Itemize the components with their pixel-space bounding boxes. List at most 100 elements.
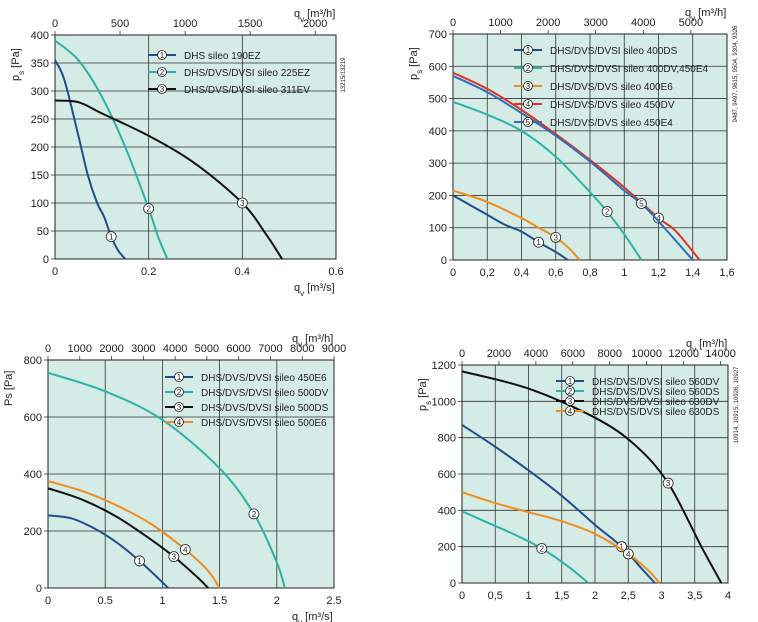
curve-marker-label: 1 xyxy=(137,557,142,566)
curve-marker-label: 4 xyxy=(656,214,661,223)
x-tick-label: 0.5 xyxy=(98,595,113,607)
y-tick-label: 1000 xyxy=(432,396,456,408)
y-tick-label: 400 xyxy=(429,126,447,138)
legend-marker xyxy=(174,372,184,382)
curve-marker-1 xyxy=(134,555,145,567)
legend-marker-label: 5 xyxy=(526,118,531,127)
top-tick-label: 2000 xyxy=(487,348,511,360)
curve-marker-label: 3 xyxy=(240,199,245,208)
top-axis-label: qv [m³/h] xyxy=(686,338,727,354)
top-tick-label: 6000 xyxy=(226,343,250,355)
legend-label: DHS/DVS/DVSI sileo 225EZ xyxy=(184,68,310,79)
y-tick-label: 200 xyxy=(438,542,456,554)
x-tick-label: 1,4 xyxy=(685,267,700,279)
legend-label: DHS/DVS/DVSI sileo 450E6 xyxy=(201,373,327,384)
top-tick-label: 7000 xyxy=(258,343,282,355)
y-tick-label: 600 xyxy=(438,469,456,481)
legend-marker-label: 4 xyxy=(568,407,573,416)
y-axis-label: ps [Pa] xyxy=(417,378,433,411)
top-tick-label: 1000 xyxy=(488,17,512,29)
legend-marker xyxy=(523,99,533,109)
top-tick-label: 1000 xyxy=(173,18,197,30)
top-tick-label: 9000 xyxy=(322,343,346,355)
curve-marker-label: 4 xyxy=(626,550,631,559)
curve-marker-label: 2 xyxy=(605,208,610,217)
legend-marker xyxy=(174,387,184,397)
curve-marker-4 xyxy=(622,548,634,560)
top-axis-label: qv [m³/h] xyxy=(685,7,726,23)
y-tick-label: 600 xyxy=(429,61,447,73)
y-axis-label: ps [Pa] xyxy=(408,47,424,80)
x-tick-label: 2 xyxy=(592,590,598,602)
curve-marker-3 xyxy=(662,477,674,489)
x-tick-label: 1,6 xyxy=(719,267,734,279)
top-tick-label: 4000 xyxy=(163,343,187,355)
curve-marker-2 xyxy=(601,206,613,217)
top-tick-label: 0 xyxy=(450,17,456,29)
x-tick-label: 2.5 xyxy=(326,595,341,607)
x-tick-label: 0 xyxy=(52,266,58,278)
x-tick-label: 0,5 xyxy=(488,590,503,602)
series-line-1 xyxy=(452,194,569,261)
top-tick-label: 8000 xyxy=(290,343,314,355)
top-axis-label: qv [m³/h] xyxy=(294,8,335,24)
y-tick-label: 0 xyxy=(36,583,42,595)
x-tick-label: 0 xyxy=(450,267,456,279)
legend-marker xyxy=(565,386,575,396)
legend-label: DHS/DVS/DVS sileo 450E4 xyxy=(550,118,673,129)
plot-frame xyxy=(452,33,728,261)
legend-label: DHS/DVS/DVS sileo 400E6 xyxy=(550,82,673,93)
y-axis-label: ps [Pa] xyxy=(10,48,26,81)
top-tick-label: 1000 xyxy=(68,343,92,355)
legend-marker-label: 3 xyxy=(160,85,165,94)
y-tick-label: 400 xyxy=(438,505,456,517)
y-tick-label: 1200 xyxy=(432,360,456,372)
top-tick-label: 2000 xyxy=(303,18,327,30)
x-tick-label: 2,5 xyxy=(621,590,636,602)
legend-marker-label: 2 xyxy=(160,68,165,77)
legend-marker-label: 1 xyxy=(568,377,573,386)
curve-marker-label: 2 xyxy=(540,544,545,553)
legend-label: DHS/DVS/DVSI sileo 500DV xyxy=(201,388,329,399)
curve-marker-label: 1 xyxy=(109,233,114,242)
curve-marker-label: 5 xyxy=(639,200,644,209)
curve-marker-4 xyxy=(653,212,664,224)
y-tick-label: 100 xyxy=(429,223,447,235)
curve-marker-3 xyxy=(550,231,562,243)
x-tick-label: 0.4 xyxy=(235,266,250,278)
legend-marker-label: 3 xyxy=(526,82,531,91)
x-tick-label: 2 xyxy=(274,595,280,607)
legend-marker-label: 4 xyxy=(177,418,182,427)
top-tick-label: 3000 xyxy=(131,343,155,355)
curve-marker-3 xyxy=(168,551,180,563)
curve-marker-4 xyxy=(179,544,191,555)
top-tick-label: 6000 xyxy=(561,348,585,360)
legend-marker xyxy=(174,417,184,427)
top-tick-label: 0 xyxy=(459,348,465,360)
top-tick-label: 5000 xyxy=(679,17,703,29)
y-tick-label: 300 xyxy=(31,86,49,98)
curve-marker-3 xyxy=(236,197,248,209)
y-tick-label: 400 xyxy=(31,30,49,42)
y-tick-label: 50 xyxy=(37,226,49,238)
legend-marker-label: 2 xyxy=(177,388,182,397)
series-line-4 xyxy=(461,491,661,584)
legend-marker-label: 4 xyxy=(526,100,531,109)
top-tick-label: 14000 xyxy=(705,348,736,360)
x-tick-label: 0,6 xyxy=(548,267,563,279)
chart-panel-2: 0 0,2 0,4 0,6 0,8 1 1,2 1,4 1,6 0 100 200 300 400 500 6… xyxy=(408,7,739,279)
x-tick-label: 4 xyxy=(725,590,731,602)
y-tick-label: 200 xyxy=(24,526,42,538)
legend-marker-label: 3 xyxy=(568,397,573,406)
plot-frame xyxy=(47,359,335,589)
curve-marker-2 xyxy=(143,203,155,215)
y-tick-label: 400 xyxy=(24,469,42,481)
series-line-1 xyxy=(461,424,656,584)
x-tick-label: 0 xyxy=(45,595,51,607)
curve-marker-2 xyxy=(536,543,548,554)
top-tick-label: 500 xyxy=(111,18,129,30)
top-tick-label: 0 xyxy=(45,343,51,355)
